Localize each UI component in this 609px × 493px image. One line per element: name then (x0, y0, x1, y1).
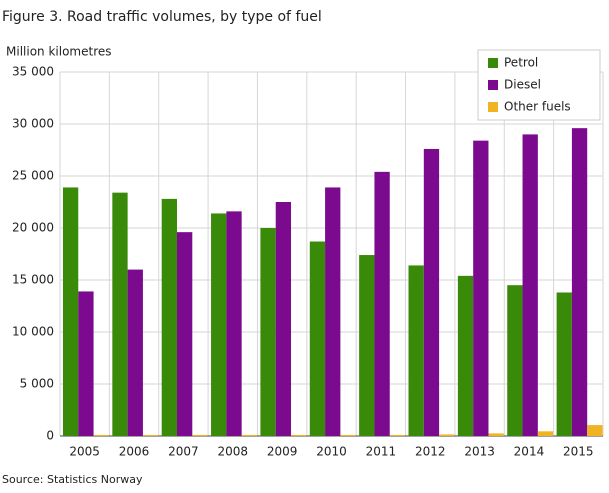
bar (275, 202, 292, 436)
bar (439, 434, 455, 436)
bar (260, 228, 276, 436)
y-tick-label: 20 000 (12, 221, 54, 235)
x-tick-label: 2007 (168, 445, 199, 459)
bar (571, 128, 588, 436)
bar (78, 291, 94, 436)
bar (374, 171, 390, 436)
bar (340, 434, 356, 436)
x-tick-label: 2013 (464, 445, 495, 459)
y-tick-label: 5 000 (20, 377, 54, 391)
bar (423, 148, 440, 436)
legend-label: Other fuels (504, 100, 571, 114)
x-tick-label: 2015 (563, 445, 594, 459)
bar (291, 434, 307, 436)
x-tick-label: 2011 (366, 445, 397, 459)
bar (488, 433, 504, 436)
chart-title: Figure 3. Road traffic volumes, by type … (2, 9, 322, 25)
source: Source: Statistics Norway (2, 473, 143, 486)
y-tick-label: 35 000 (12, 65, 54, 79)
bar (359, 255, 375, 436)
bar (161, 198, 177, 436)
x-tick-label: 2009 (267, 445, 298, 459)
y-tick-label: 25 000 (12, 169, 54, 183)
bar (556, 292, 572, 436)
bar (226, 211, 242, 436)
bar (457, 275, 474, 436)
bar (473, 140, 489, 436)
bar (176, 232, 193, 436)
legend-label: Petrol (504, 56, 538, 70)
legend-swatch (488, 58, 498, 68)
bar (211, 213, 227, 436)
y-tick-label: 15 000 (12, 273, 54, 287)
bar (522, 134, 538, 436)
legend-box (477, 49, 601, 121)
legend-swatch (488, 80, 498, 90)
y-tick-label: 10 000 (12, 325, 54, 339)
x-tick-label: 2014 (514, 445, 545, 459)
legend-swatch (488, 102, 498, 112)
bar (241, 434, 257, 436)
bar (127, 269, 143, 436)
x-tick-label: 2012 (415, 445, 446, 459)
y-tick-label: 30 000 (12, 117, 54, 131)
bar (62, 187, 79, 436)
bar (325, 187, 341, 436)
y-tick-label: 0 (46, 429, 54, 443)
bar (408, 265, 424, 436)
bar (112, 192, 128, 436)
x-tick-label: 2010 (316, 445, 347, 459)
bar (587, 425, 603, 436)
bar (93, 434, 109, 436)
bar (192, 434, 208, 436)
bar (389, 434, 406, 436)
bar (142, 434, 159, 436)
x-tick-label: 2008 (217, 445, 248, 459)
bar (309, 241, 326, 436)
y-axis-label: Million kilometres (6, 45, 112, 59)
bar (537, 431, 554, 436)
legend-label: Diesel (504, 78, 541, 92)
bar (507, 285, 523, 436)
x-tick-label: 2006 (119, 445, 150, 459)
x-tick-label: 2005 (69, 445, 100, 459)
